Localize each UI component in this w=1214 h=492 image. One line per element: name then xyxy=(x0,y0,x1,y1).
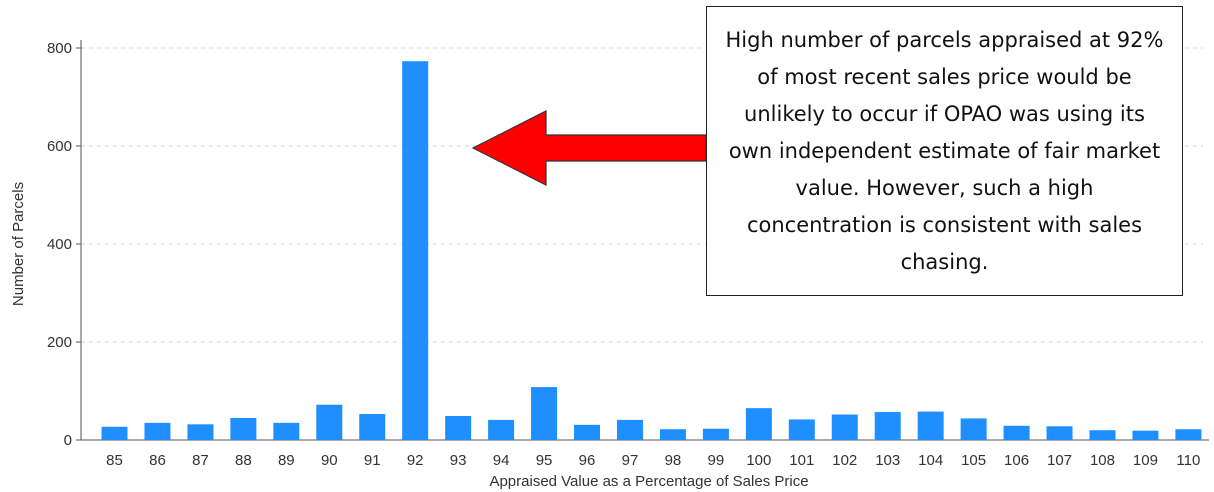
y-tick-label: 200 xyxy=(47,334,72,351)
bar xyxy=(788,419,815,440)
x-tick-label: 85 xyxy=(106,452,123,469)
bar xyxy=(1003,425,1030,440)
x-tick-label: 108 xyxy=(1090,452,1115,469)
bar xyxy=(960,418,987,440)
bar xyxy=(831,414,858,440)
x-tick-label: 110 xyxy=(1176,452,1200,469)
x-tick-label: 107 xyxy=(1047,452,1072,469)
bar xyxy=(531,387,558,440)
bar xyxy=(1089,430,1116,440)
bar xyxy=(273,422,300,440)
annotation-text: High number of parcels appraised at 92% … xyxy=(725,27,1164,274)
bar xyxy=(574,424,601,440)
x-tick-label: 95 xyxy=(536,452,553,469)
y-tick-label: 800 xyxy=(47,40,72,57)
y-tick-label: 400 xyxy=(47,236,72,253)
bar xyxy=(745,408,772,440)
red-arrow-icon xyxy=(471,110,707,186)
x-tick-label: 103 xyxy=(875,452,900,469)
bar xyxy=(488,419,515,440)
bar xyxy=(316,404,343,440)
bar xyxy=(144,422,171,440)
bar xyxy=(187,424,214,440)
bar xyxy=(359,414,386,440)
x-tick-label: 97 xyxy=(622,452,639,469)
bar xyxy=(1046,426,1073,440)
x-tick-label: 105 xyxy=(961,452,986,469)
bar xyxy=(445,415,472,440)
bars xyxy=(101,61,1202,440)
x-tick-label: 98 xyxy=(665,452,682,469)
x-tick-label: 90 xyxy=(321,452,338,469)
y-tick-label: 600 xyxy=(47,138,72,155)
annotation-callout: High number of parcels appraised at 92% … xyxy=(706,6,1183,296)
bar xyxy=(1132,430,1159,440)
x-tick-label: 106 xyxy=(1004,452,1029,469)
x-tick-label: 91 xyxy=(364,452,381,469)
tick-labels: 0 200 400 600 800 85 86 87 88 89 90 91 92 93 94 95 96 97 9… xyxy=(47,40,1200,469)
x-tick-label: 101 xyxy=(789,452,814,469)
x-tick-label: 92 xyxy=(407,452,424,469)
bar xyxy=(917,411,944,440)
bar xyxy=(402,61,429,440)
x-tick-label: 96 xyxy=(579,452,596,469)
x-tick-label: 104 xyxy=(918,452,943,469)
x-tick-label: 88 xyxy=(235,452,252,469)
bar xyxy=(659,429,686,440)
y-tick-label: 0 xyxy=(64,432,72,449)
x-tick-label: 100 xyxy=(746,452,771,469)
bar xyxy=(230,417,257,440)
x-tick-label: 94 xyxy=(493,452,510,469)
bar xyxy=(702,428,729,440)
x-tick-label: 109 xyxy=(1133,452,1158,469)
bar xyxy=(616,419,643,440)
x-tick-label: 89 xyxy=(278,452,295,469)
y-axis-title: Number of Parcels xyxy=(10,182,27,306)
x-tick-label: 102 xyxy=(832,452,857,469)
bar xyxy=(874,412,901,440)
x-tick-label: 86 xyxy=(149,452,166,469)
x-tick-label: 99 xyxy=(708,452,725,469)
x-axis-title: Appraised Value as a Percentage of Sales… xyxy=(489,473,808,490)
x-tick-label: 87 xyxy=(192,452,209,469)
bar xyxy=(1175,429,1202,440)
x-tick-label: 93 xyxy=(450,452,467,469)
bar xyxy=(101,426,128,440)
